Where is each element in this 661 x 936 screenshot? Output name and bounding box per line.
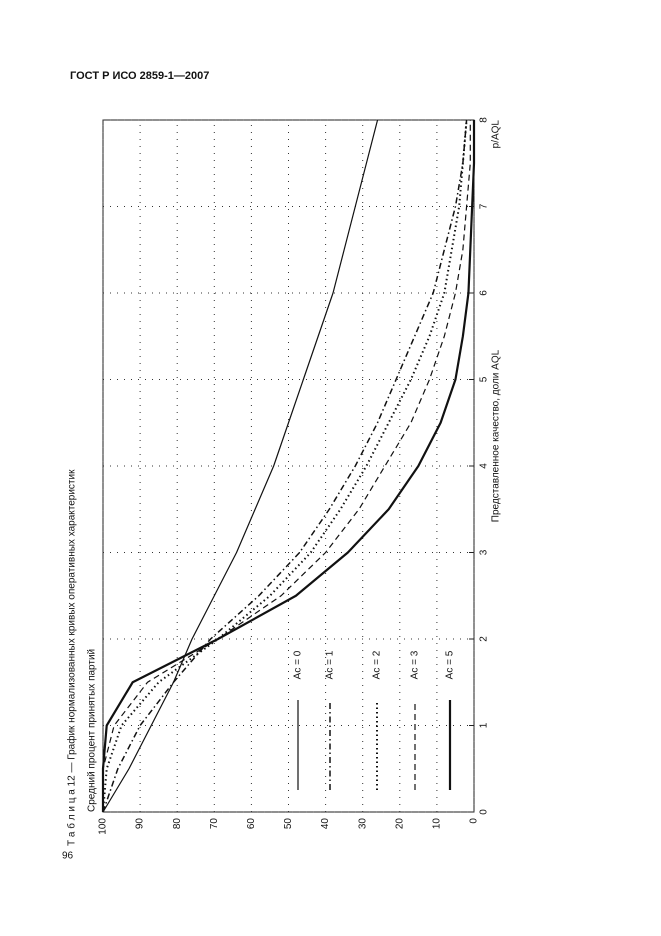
series-line — [102, 119, 379, 813]
x-tick-label: 6 — [479, 290, 490, 296]
y-tick-label: 100 — [98, 818, 109, 835]
x-tick-label: 8 — [479, 117, 490, 123]
series-line — [102, 119, 468, 813]
y-tick-label: 10 — [432, 818, 443, 830]
header: ГОСТ Р ИСО 2859-1—2007 — [70, 70, 209, 82]
legend-label: Ac = 1 — [325, 650, 336, 679]
y-tick-label: 80 — [172, 818, 183, 830]
x-tick-label: 3 — [479, 549, 490, 555]
y-tick-label: 20 — [394, 818, 405, 830]
y-tick-label: 30 — [357, 818, 368, 830]
x-tick-label: 4 — [479, 463, 490, 469]
y-tick-label: 50 — [283, 818, 294, 830]
x-tick-label: 2 — [479, 636, 490, 642]
y-tick-label: 90 — [135, 818, 146, 830]
legend-label: Ac = 2 — [372, 650, 383, 679]
x-tick-label: 0 — [479, 809, 490, 815]
y-axis-label: Средний процент принятых партий — [87, 649, 98, 812]
x-axis-label: Представленное качество, доли AQL — [491, 349, 502, 522]
y-tick-label: 60 — [246, 818, 257, 830]
legend-label: Ac = 3 — [410, 650, 421, 679]
page-number: 96 — [62, 851, 74, 862]
series-line — [101, 120, 476, 812]
series-line — [102, 119, 468, 813]
legend-label: Ac = 0 — [293, 650, 304, 679]
y-tick-label: 70 — [209, 818, 220, 830]
series-line — [102, 120, 471, 812]
y-tick-label: 0 — [469, 818, 480, 824]
y-tick-label: 40 — [320, 818, 331, 830]
caption: Т а б л и ц а 12 — График нормализованны… — [66, 469, 78, 846]
x-tick-label: 1 — [479, 722, 490, 728]
legend-label: Ac = 5 — [445, 650, 456, 679]
x-tick-label: 7 — [479, 203, 490, 209]
x-tick-label: 5 — [479, 376, 490, 382]
chart: 0123456780102030405060708090100Представл… — [87, 117, 502, 835]
x-unit-label: p/AQL — [491, 120, 502, 149]
